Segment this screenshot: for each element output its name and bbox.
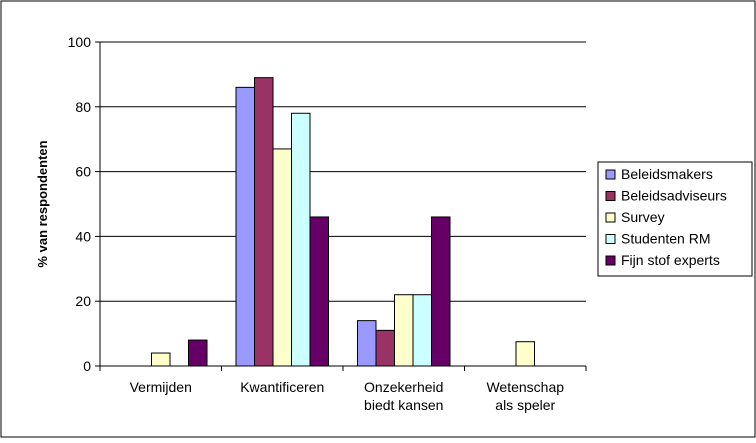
x-tick-label: Vermijden	[130, 379, 192, 395]
y-tick-label: 60	[75, 164, 91, 180]
legend-swatch	[605, 234, 616, 244]
legend-label: Fijn stof experts	[621, 252, 720, 268]
bar	[151, 352, 171, 367]
x-tick-label: Wetenschap	[486, 379, 564, 395]
y-tick-label: 0	[83, 358, 91, 374]
y-axis-label: % van respondenten	[35, 140, 50, 267]
bar	[394, 294, 414, 367]
bar	[357, 320, 377, 367]
gridlines	[100, 41, 586, 302]
y-tick-label: 80	[75, 99, 91, 115]
bar	[431, 216, 451, 367]
x-tick-labels: Vermijden Kwantificeren Onzekerheid biedt k…	[99, 366, 587, 413]
bar	[309, 216, 329, 367]
legend-swatch	[605, 169, 616, 180]
y-tick-label: 40	[75, 228, 91, 244]
legend-label: Beleidsadviseurs	[621, 188, 727, 204]
legend-swatch	[605, 191, 616, 201]
legend-label: Studenten RM	[621, 231, 711, 247]
legend-label: Beleidsmakers	[621, 166, 713, 182]
bar	[272, 148, 292, 367]
bar	[412, 294, 432, 367]
bar	[254, 77, 274, 367]
legend-label: Survey	[621, 209, 665, 225]
legend-swatch	[605, 212, 616, 223]
x-tick-label: Onzekerheid	[364, 379, 443, 395]
y-tick-labels: 0 20 40 60 80 100	[68, 34, 100, 374]
legend-swatch	[605, 255, 616, 266]
bar	[188, 339, 208, 367]
x-tick-label: als speler	[495, 397, 555, 413]
bar	[515, 341, 535, 367]
legend: Beleidsmakers Beleidsadviseurs Survey Stude…	[597, 161, 753, 277]
x-tick-label: Kwantificeren	[240, 379, 324, 395]
bars	[151, 77, 535, 367]
bar	[235, 86, 255, 367]
bar	[291, 112, 311, 367]
legend-box	[597, 161, 753, 277]
bar	[375, 329, 395, 367]
y-tick-label: 20	[75, 293, 91, 309]
x-tick-label: biedt kansen	[364, 397, 443, 413]
y-tick-label: 100	[68, 34, 92, 50]
